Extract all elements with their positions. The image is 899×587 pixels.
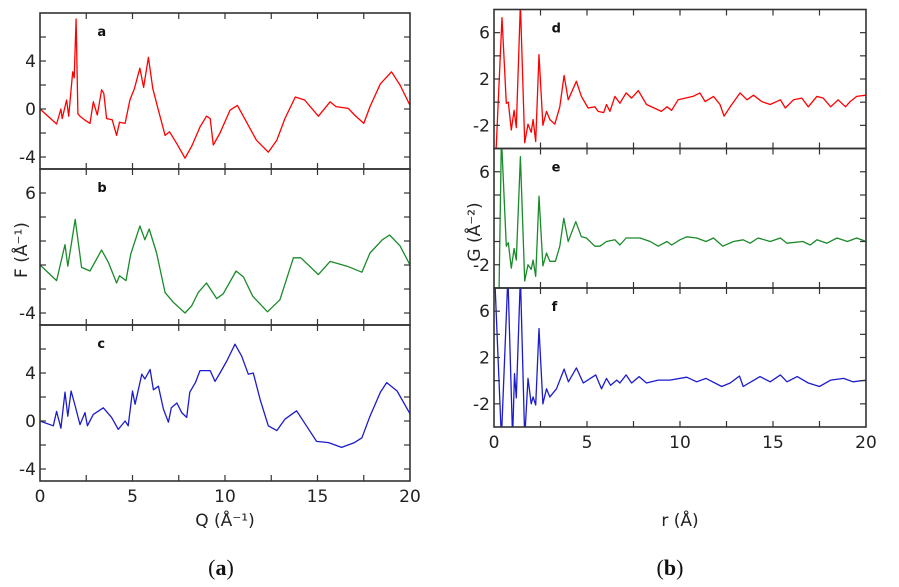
panel-frame-e [493, 147, 867, 289]
caption-b-close: ) [676, 555, 683, 580]
series-line-b [40, 218, 410, 314]
y-tick-label-c: 0 [25, 412, 36, 432]
y-tick-label-d: 2 [479, 70, 490, 90]
y-tick-label-e: 6 [479, 163, 490, 183]
series-line-e [498, 148, 866, 288]
left-y-axis-label: F (Å⁻¹) [10, 222, 32, 278]
y-tick-label-f: 6 [479, 302, 490, 322]
panel-frame-d [493, 8, 867, 150]
y-tick-label-c: -4 [19, 460, 36, 480]
panel-frame-a [39, 12, 411, 170]
series-line-a [40, 18, 410, 159]
y-tick-label-a: 0 [25, 100, 36, 120]
x-tick-label-c: 15 [307, 487, 329, 507]
caption-a-close: ) [227, 555, 234, 580]
panel-frame-f [493, 287, 867, 428]
x-tick-label-c: 20 [399, 487, 421, 507]
panel-frame-c [39, 324, 411, 482]
x-tick-label-f: 10 [669, 433, 691, 453]
panel-label-a: a [97, 25, 106, 40]
y-tick-label-e: -2 [473, 256, 490, 276]
y-tick-label-f: 2 [479, 349, 490, 369]
series-line-c [40, 343, 410, 449]
y-tick-label-b: -4 [19, 304, 36, 324]
panel-frame-b [39, 168, 411, 326]
panel-label-c: c [97, 337, 105, 352]
x-tick-label-c: 10 [214, 487, 236, 507]
caption-a-open: ( [208, 555, 215, 580]
x-tick-label-c: 0 [35, 487, 46, 507]
series-line-f [494, 288, 866, 427]
y-tick-label-c: 4 [25, 364, 36, 384]
caption-a: (a) [208, 555, 234, 580]
x-tick-label-f: 0 [489, 433, 500, 453]
x-tick-label-c: 5 [127, 487, 138, 507]
right-y-axis-label: G (Å⁻²) [463, 202, 485, 261]
x-tick-label-f: 15 [762, 433, 784, 453]
y-tick-label-a: 4 [25, 52, 36, 72]
y-tick-label-a: -4 [19, 148, 36, 168]
series-line-d [495, 9, 866, 149]
y-tick-label-d: 6 [479, 24, 490, 44]
panel-label-f: f [552, 300, 558, 315]
y-tick-label-f: -2 [473, 395, 490, 415]
caption-b-letter: b [664, 555, 676, 580]
x-tick-label-f: 20 [855, 433, 877, 453]
y-tick-label-d: -2 [473, 116, 490, 136]
panel-label-b: b [97, 181, 106, 196]
caption-a-letter: a [216, 555, 227, 580]
x-tick-label-f: 5 [582, 433, 593, 453]
left-x-axis-label: Q (Å⁻¹) [195, 509, 254, 531]
panel-label-e: e [552, 161, 561, 176]
caption-b: (b) [657, 555, 684, 580]
right-x-axis-label: r (Å) [661, 509, 698, 531]
y-tick-label-b: 6 [25, 184, 36, 204]
panel-label-d: d [552, 22, 561, 37]
caption-b-open: ( [657, 555, 664, 580]
